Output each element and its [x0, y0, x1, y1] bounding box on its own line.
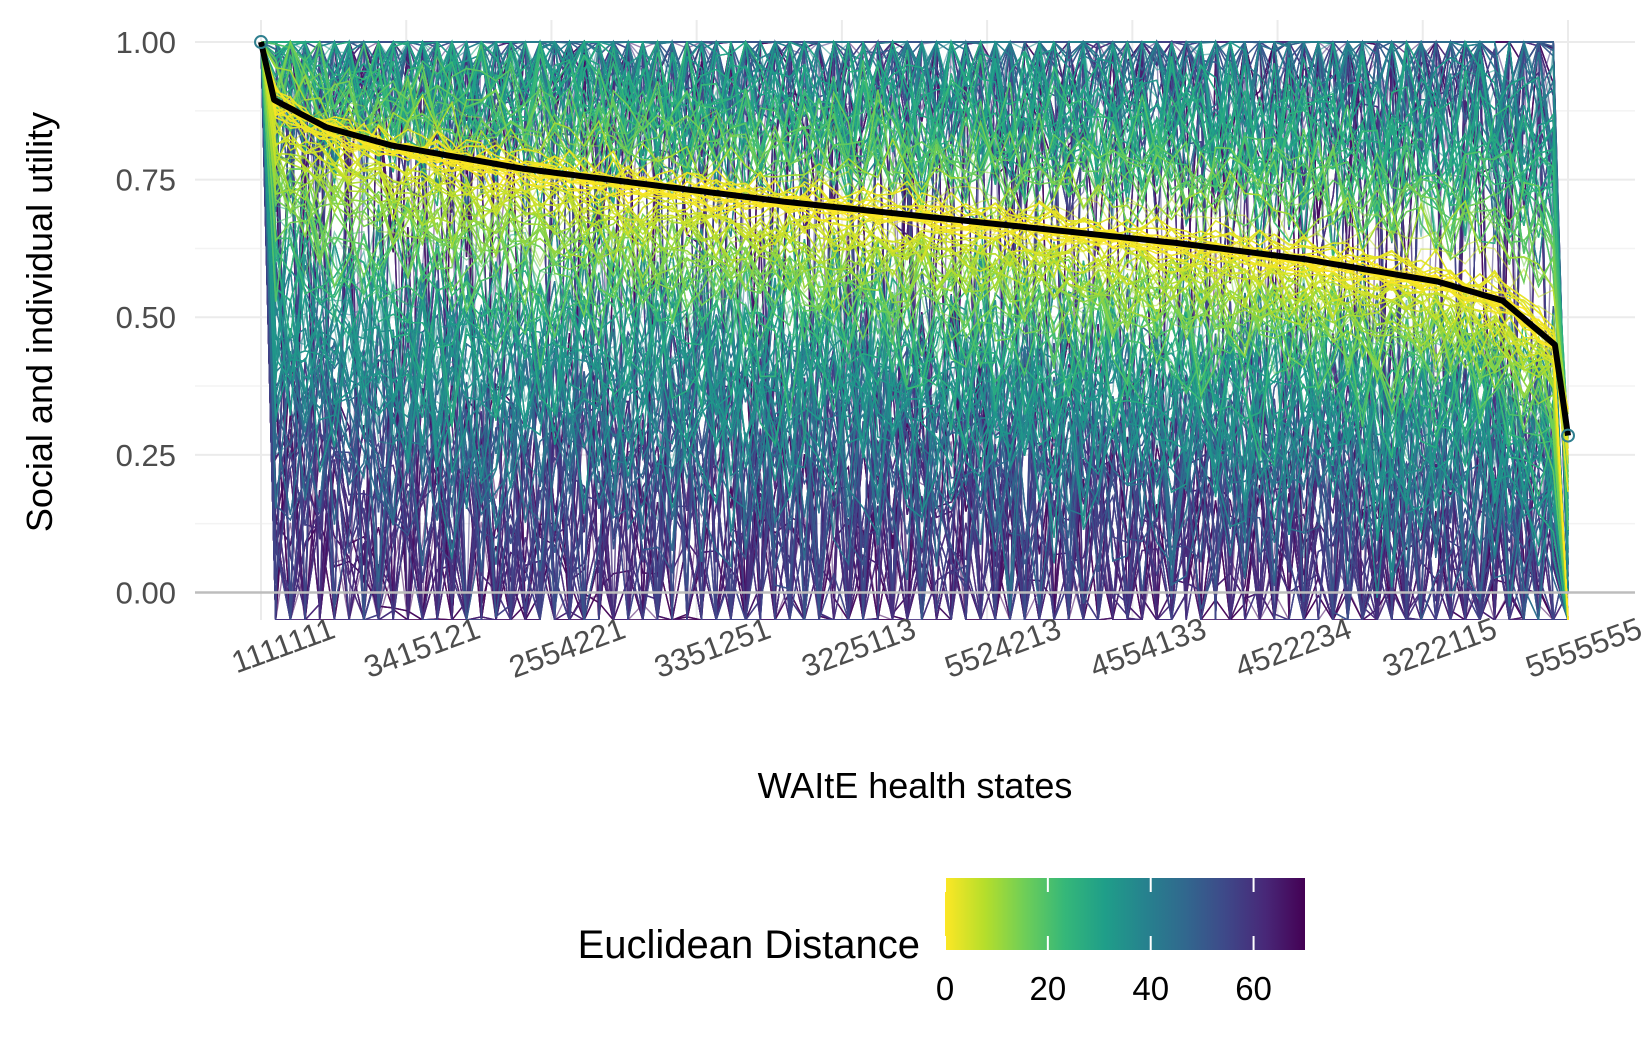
individual-utility-line — [260, 41, 1569, 620]
individual-utility-line — [260, 41, 1569, 415]
individual-utility-line — [260, 41, 1569, 620]
individual-utility-line — [260, 41, 1569, 620]
y-tick-label: 0.50 — [116, 300, 176, 335]
individual-utility-line — [261, 39, 1569, 535]
x-axis-title: WAItE health states — [758, 765, 1073, 806]
individual-utility-line — [260, 41, 1569, 449]
y-tick-label: 0.00 — [116, 575, 176, 610]
individual-utility-line — [260, 41, 1569, 530]
endpoint-marker — [1561, 428, 1575, 443]
individual-utility-line — [260, 41, 1569, 491]
x-tick-label: 5524213 — [940, 611, 1065, 685]
legend-colorbar — [945, 878, 1305, 950]
individual-utility-line — [260, 41, 1569, 477]
x-tick-label: 5555555 — [1521, 611, 1646, 685]
color-legend: Euclidean Distance 0 20 40 60 — [578, 878, 1305, 1007]
individual-utility-line — [260, 41, 1569, 620]
social-utility-line — [258, 41, 1571, 437]
individual-utility-line — [260, 41, 1569, 620]
x-tick-label: 4554133 — [1085, 611, 1210, 685]
x-tick-label: 1111111 — [227, 611, 339, 680]
legend-tick-label: 60 — [1235, 970, 1272, 1007]
individual-utility-line — [260, 41, 1569, 620]
x-tick-label: 3225113 — [797, 611, 920, 684]
legend-title: Euclidean Distance — [578, 923, 920, 967]
individual-utility-line — [260, 41, 1569, 620]
individual-utility-line — [260, 41, 1569, 620]
individual-utility-line — [260, 41, 1569, 620]
individual-utility-line — [260, 41, 1569, 620]
x-tick-label: 3415121 — [359, 611, 484, 685]
individual-utility-lines — [260, 39, 1569, 620]
y-axis-title: Social and individual utility — [19, 112, 60, 532]
y-tick-label: 1.00 — [116, 25, 176, 60]
individual-utility-line — [260, 41, 1569, 620]
y-tick-label: 0.25 — [116, 438, 176, 473]
individual-utility-line — [260, 41, 1569, 620]
individual-utility-line — [260, 41, 1569, 620]
individual-utility-line — [260, 41, 1569, 620]
individual-utility-line — [260, 41, 1569, 465]
individual-utility-line — [261, 39, 1569, 512]
individual-utility-line — [260, 41, 1569, 620]
individual-utility-line — [260, 41, 1569, 620]
x-tick-label: 3222115 — [1378, 611, 1501, 684]
endpoint-marker — [254, 35, 268, 50]
individual-utility-line — [260, 41, 1569, 472]
individual-utility-line — [260, 39, 1569, 490]
y-tick-label: 0.75 — [116, 163, 176, 198]
legend-tick-label: 20 — [1029, 970, 1066, 1007]
x-tick-label: 2554221 — [504, 611, 629, 685]
social-utility-curve — [254, 35, 1575, 443]
individual-utility-line — [260, 41, 1569, 492]
individual-utility-line — [260, 41, 1569, 620]
x-tick-label: 4522234 — [1231, 611, 1356, 685]
individual-utility-line — [260, 41, 1569, 620]
x-tick-label: 3351251 — [650, 611, 775, 685]
individual-utility-line — [260, 41, 1569, 441]
legend-tick-label: 40 — [1132, 970, 1169, 1007]
individual-utility-line — [260, 39, 1569, 432]
individual-utility-line — [260, 41, 1569, 620]
legend-tick-label: 0 — [936, 970, 954, 1007]
individual-utility-line — [260, 41, 1569, 458]
